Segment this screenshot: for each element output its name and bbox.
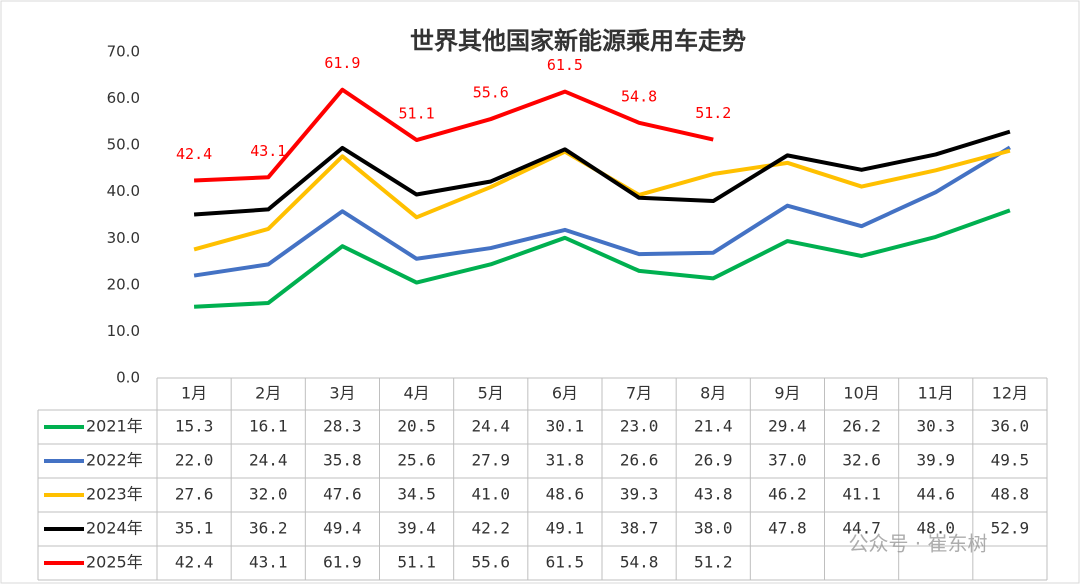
x-tick-label: 7月 — [626, 384, 652, 403]
table-cell: 36.0 — [991, 417, 1030, 436]
table-cell: 47.6 — [323, 485, 362, 504]
table-cell: 26.6 — [620, 451, 659, 470]
table-cell: 32.0 — [249, 485, 288, 504]
table-cell: 47.8 — [768, 519, 807, 538]
legend-label: 2021年 — [86, 417, 143, 436]
x-tick-label: 4月 — [403, 384, 429, 403]
data-label: 55.6 — [473, 84, 509, 102]
y-tick-label: 60.0 — [107, 89, 140, 107]
x-tick-label: 11月 — [918, 384, 954, 403]
x-tick-label: 5月 — [478, 384, 504, 403]
table-cell: 20.5 — [397, 417, 436, 436]
legend-label: 2025年 — [86, 553, 143, 572]
x-tick-label: 9月 — [774, 384, 800, 403]
data-label: 61.5 — [547, 56, 583, 74]
series-line — [193, 208, 1011, 309]
x-tick-label: 8月 — [700, 384, 726, 403]
x-tick-label: 10月 — [843, 384, 879, 403]
x-tick-label: 3月 — [329, 384, 355, 403]
chart-title: 世界其他国家新能源乘用车走势 — [410, 27, 746, 55]
x-tick-label: 12月 — [992, 384, 1028, 403]
table-cell: 25.6 — [397, 451, 436, 470]
table-cell: 27.9 — [471, 451, 510, 470]
data-label: 54.8 — [621, 87, 657, 105]
table-cell: 41.0 — [471, 485, 510, 504]
table-cell: 15.3 — [175, 417, 214, 436]
data-label: 51.2 — [695, 104, 731, 122]
x-tick-label: 1月 — [181, 384, 207, 403]
table-cell: 49.1 — [546, 519, 585, 538]
table-cell: 26.2 — [842, 417, 881, 436]
table-cell: 29.4 — [768, 417, 807, 436]
table-cell: 21.4 — [694, 417, 733, 436]
table-cell: 38.7 — [620, 519, 659, 538]
table-cell: 16.1 — [249, 417, 288, 436]
y-tick-label: 70.0 — [107, 43, 140, 61]
table-cell: 39.4 — [397, 519, 436, 538]
table-cell: 32.6 — [842, 451, 881, 470]
table-cell: 38.0 — [694, 519, 733, 538]
table-cell: 48.6 — [546, 485, 585, 504]
table-cell: 43.8 — [694, 485, 733, 504]
data-label: 43.1 — [250, 142, 286, 160]
table-cell: 24.4 — [471, 417, 510, 436]
table-cell: 24.4 — [249, 451, 288, 470]
table-cell: 36.2 — [249, 519, 288, 538]
series-line — [193, 87, 714, 183]
x-tick-label: 2月 — [255, 384, 281, 403]
table-cell: 61.9 — [323, 553, 362, 572]
table-cell: 39.3 — [620, 485, 659, 504]
table-cell: 42.4 — [175, 553, 214, 572]
data-label: 42.4 — [176, 145, 212, 163]
table-cell: 55.6 — [471, 553, 510, 572]
legend-label: 2022年 — [86, 451, 143, 470]
legend-label: 2024年 — [86, 519, 143, 538]
table-cell: 34.5 — [397, 485, 436, 504]
table-cell: 43.1 — [249, 553, 288, 572]
y-tick-label: 40.0 — [107, 182, 140, 200]
table-cell: 48.0 — [916, 519, 955, 538]
table-cell: 22.0 — [175, 451, 214, 470]
table-cell: 48.8 — [991, 485, 1030, 504]
y-tick-label: 50.0 — [107, 136, 140, 154]
table-cell: 27.6 — [175, 485, 214, 504]
table-cell: 54.8 — [620, 553, 659, 572]
table-cell: 61.5 — [546, 553, 585, 572]
table-cell: 31.8 — [546, 451, 585, 470]
table-cell: 51.2 — [694, 553, 733, 572]
table-cell: 49.4 — [323, 519, 362, 538]
series-line — [193, 129, 1011, 217]
y-tick-label: 10.0 — [107, 322, 140, 340]
data-label: 61.9 — [324, 54, 360, 72]
table-cell: 44.6 — [916, 485, 955, 504]
y-tick-label: 20.0 — [107, 275, 140, 293]
table-cell: 51.1 — [397, 553, 436, 572]
series-line — [193, 145, 1011, 278]
table-cell: 37.0 — [768, 451, 807, 470]
watermark: 公众号 · 崔东树 — [848, 532, 987, 556]
table-cell: 26.9 — [694, 451, 733, 470]
table-cell: 52.9 — [991, 519, 1030, 538]
table-cell: 30.3 — [916, 417, 955, 436]
table-cell: 41.1 — [842, 485, 881, 504]
data-label: 51.1 — [399, 105, 435, 123]
legend-label: 2023年 — [86, 485, 143, 504]
x-tick-label: 6月 — [552, 384, 578, 403]
table-cell: 30.1 — [546, 417, 585, 436]
table-cell: 49.5 — [991, 451, 1030, 470]
table-cell: 35.8 — [323, 451, 362, 470]
y-tick-label: 0.0 — [116, 369, 140, 387]
table-cell: 42.2 — [471, 519, 510, 538]
table-cell: 35.1 — [175, 519, 214, 538]
table-cell: 28.3 — [323, 417, 362, 436]
y-tick-label: 30.0 — [107, 229, 140, 247]
table-cell: 39.9 — [916, 451, 955, 470]
table-cell: 23.0 — [620, 417, 659, 436]
table-cell: 44.7 — [842, 519, 881, 538]
table-cell: 46.2 — [768, 485, 807, 504]
